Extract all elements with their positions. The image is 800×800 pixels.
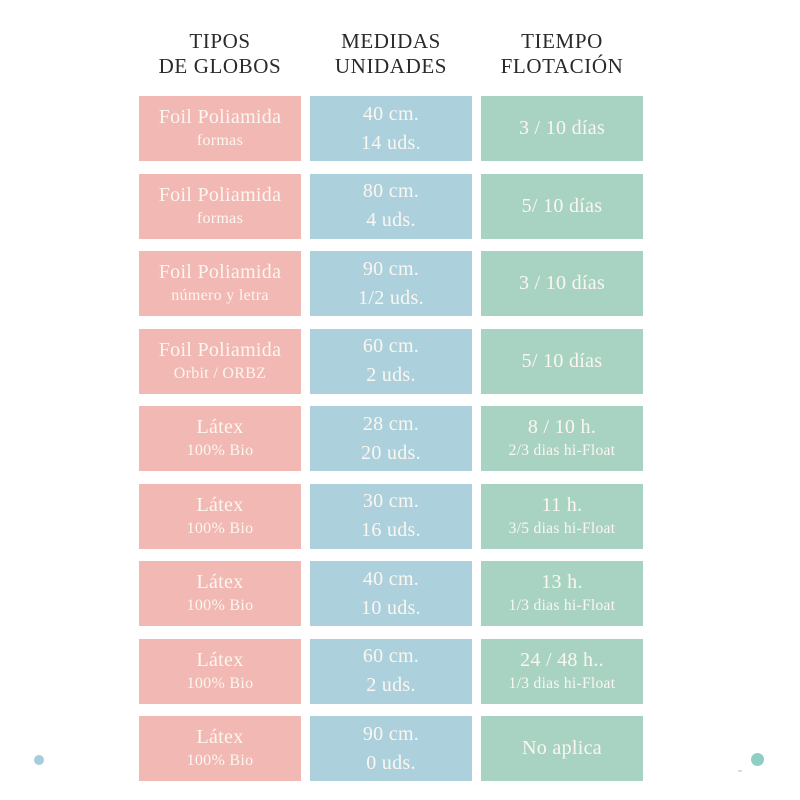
cell-tipo: Foil Poliamida formas (139, 96, 301, 161)
cell-tipo: Látex 100% Bio (139, 561, 301, 626)
cell-line1: 90 cm. (362, 722, 420, 745)
decoration-dot-blue (34, 755, 44, 765)
cell-line2: 1/3 dias hi-Float (508, 674, 616, 692)
cell-line1: Látex (196, 648, 244, 671)
decoration-speck (738, 770, 742, 772)
cell-line1: 24 / 48 h.. (520, 648, 604, 671)
cell-line2: 14 uds. (361, 131, 421, 154)
cell-line1: 60 cm. (362, 335, 420, 357)
cell-tiempo: 3 / 10 días (481, 251, 643, 316)
cell-medida: 90 cm. 1/2 uds. (310, 251, 472, 316)
cell-line2: 100% Bio (186, 442, 254, 459)
cell-line2: 100% Bio (186, 519, 254, 537)
cell-line1: Látex (196, 416, 244, 438)
cell-line2: 100% Bio (186, 752, 254, 769)
cell-line1: 80 cm. (362, 180, 420, 202)
cell-line1: Foil Poliamida (158, 261, 282, 283)
cell-line1: 28 cm. (362, 412, 420, 435)
cell-line2: 4 uds. (366, 209, 416, 231)
cell-line1: 60 cm. (362, 645, 420, 667)
cell-line1: Látex (196, 571, 244, 593)
cell-tiempo: 5/ 10 días (481, 173, 643, 239)
cell-line2: 1/2 uds. (358, 286, 424, 309)
cell-line1: 40 cm. (362, 567, 420, 590)
cell-tipo: Foil Poliamida formas (139, 173, 301, 239)
column-header-medidas: MEDIDAS UNIDADES (310, 29, 472, 79)
cell-tiempo: 5/ 10 días (481, 328, 643, 394)
cell-line2: 10 uds. (361, 596, 421, 619)
column-header-tipos: TIPOS DE GLOBOS (139, 29, 301, 79)
cell-line1: 90 cm. (362, 257, 420, 280)
cell-line1: 13 h. (541, 571, 583, 593)
cell-line1: 40 cm. (362, 102, 420, 125)
balloon-table: Foil Poliamida formas 40 cm. 14 uds. 3 /… (139, 96, 643, 781)
cell-line1: Foil Poliamida (158, 338, 282, 361)
cell-line1: 11 h. (541, 493, 583, 516)
cell-line1: 3 / 10 días (518, 117, 606, 139)
cell-line1: 3 / 10 días (518, 272, 606, 294)
cell-line2: formas (196, 209, 244, 227)
cell-medida: 40 cm. 14 uds. (310, 96, 472, 161)
cell-line2: 0 uds. (366, 751, 416, 774)
header-line: TIEMPO (521, 29, 603, 53)
decoration-dot-teal (751, 753, 764, 766)
cell-line1: 30 cm. (362, 490, 420, 512)
cell-line1: No aplica (522, 737, 602, 759)
cell-line1: Látex (196, 493, 244, 516)
cell-medida: 80 cm. 4 uds. (310, 173, 472, 239)
cell-line1: 5/ 10 días (521, 194, 603, 217)
cell-tiempo: 11 h. 3/5 dias hi-Float (481, 483, 643, 549)
cell-tipo: Foil Poliamida número y letra (139, 251, 301, 316)
header-line: FLOTACIÓN (500, 54, 624, 78)
cell-medida: 28 cm. 20 uds. (310, 406, 472, 471)
cell-medida: 30 cm. 16 uds. (310, 483, 472, 549)
cell-tipo: Látex 100% Bio (139, 716, 301, 781)
cell-line1: Foil Poliamida (158, 183, 282, 206)
cell-line2: 100% Bio (186, 674, 254, 692)
column-header-tiempo: TIEMPO FLOTACIÓN (481, 29, 643, 79)
cell-line2: 2 uds. (366, 364, 416, 386)
cell-line1: 5/ 10 días (521, 349, 603, 372)
cell-medida: 60 cm. 2 uds. (310, 638, 472, 704)
cell-line2: 100% Bio (186, 597, 254, 614)
cell-line1: Látex (196, 726, 244, 748)
cell-line2: número y letra (171, 287, 269, 304)
cell-tiempo: No aplica (481, 716, 643, 781)
cell-line2: Orbit / ORBZ (173, 364, 267, 382)
table-header-row: TIPOS DE GLOBOS MEDIDAS UNIDADES TIEMPO … (139, 29, 643, 79)
cell-tipo: Látex 100% Bio (139, 638, 301, 704)
cell-line2: 3/5 dias hi-Float (508, 519, 616, 537)
cell-tiempo: 8 / 10 h. 2/3 dias hi-Float (481, 406, 643, 471)
cell-tipo: Látex 100% Bio (139, 483, 301, 549)
cell-line1: Foil Poliamida (158, 106, 282, 128)
cell-medida: 40 cm. 10 uds. (310, 561, 472, 626)
cell-line2: 20 uds. (361, 441, 421, 464)
header-line: UNIDADES (334, 54, 448, 78)
cell-tiempo: 24 / 48 h.. 1/3 dias hi-Float (481, 638, 643, 704)
cell-line2: 1/3 dias hi-Float (508, 597, 616, 614)
cell-line2: 16 uds. (361, 519, 421, 541)
cell-tipo: Foil Poliamida Orbit / ORBZ (139, 328, 301, 394)
cell-line1: 8 / 10 h. (527, 416, 597, 438)
cell-line2: 2 uds. (366, 674, 416, 696)
cell-line2: formas (196, 132, 244, 149)
cell-tipo: Látex 100% Bio (139, 406, 301, 471)
header-line: TIPOS (189, 29, 251, 53)
header-line: MEDIDAS (341, 29, 441, 53)
cell-tiempo: 13 h. 1/3 dias hi-Float (481, 561, 643, 626)
cell-medida: 60 cm. 2 uds. (310, 328, 472, 394)
cell-line2: 2/3 dias hi-Float (508, 442, 616, 459)
header-line: DE GLOBOS (158, 54, 282, 78)
cell-tiempo: 3 / 10 días (481, 96, 643, 161)
cell-medida: 90 cm. 0 uds. (310, 716, 472, 781)
